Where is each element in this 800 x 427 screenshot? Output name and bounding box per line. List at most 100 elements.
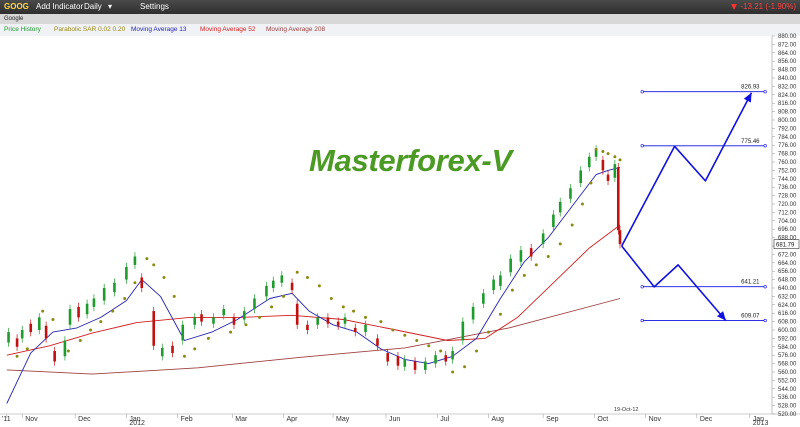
- price-change-value: -13.21 (-1.90%): [740, 2, 796, 11]
- y-tick-label: 576.00: [778, 353, 797, 359]
- sar-dot: [475, 349, 479, 353]
- parabolic-sar-series: [15, 147, 622, 374]
- price-bar: [200, 314, 203, 322]
- sar-dot: [145, 257, 149, 261]
- price-bar: [102, 288, 106, 301]
- y-tick-label: 864.00: [778, 51, 797, 57]
- x-tick-label: 2012: [129, 420, 145, 427]
- y-tick-label: 568.00: [778, 362, 797, 368]
- y-tick-label: 720.00: [778, 202, 797, 208]
- sar-dot: [427, 344, 431, 348]
- ma-208-line: [6, 298, 621, 375]
- last-price-label: 681.79: [776, 242, 795, 248]
- y-tick-label: 744.00: [778, 177, 797, 183]
- level-label: 775.46: [741, 139, 760, 145]
- level-handle: [640, 90, 644, 94]
- y-tick-label: 528.00: [778, 404, 797, 410]
- price-bar: [336, 321, 340, 326]
- y-tick-label: 656.00: [778, 269, 797, 275]
- price-bar: [29, 323, 33, 333]
- x-tick-label: Oct: [597, 416, 608, 423]
- price-bar: [20, 330, 24, 339]
- price-bar: [413, 361, 417, 370]
- price-change: -13.21 (-1.90%): [731, 0, 796, 14]
- price-bar: [558, 201, 562, 213]
- sar-dot: [439, 349, 443, 353]
- x-tick-label: 2013: [753, 420, 769, 427]
- price-bar: [171, 345, 174, 354]
- y-tick-label: 696.00: [778, 227, 797, 233]
- chevron-down-icon[interactable]: ▾: [108, 2, 113, 11]
- sar-dot: [379, 320, 383, 324]
- sar-dot: [133, 281, 137, 285]
- sar-dot: [352, 309, 356, 313]
- arrowhead: [743, 92, 752, 103]
- price-bar: [85, 303, 89, 315]
- interval-select[interactable]: Daily: [84, 2, 102, 11]
- sar-dot: [270, 305, 274, 309]
- price-bar: [181, 324, 185, 341]
- sar-dot: [317, 284, 321, 288]
- sar-dot: [41, 309, 45, 313]
- sar-dot: [89, 328, 93, 332]
- price-bar: [242, 311, 246, 320]
- price-bar: [482, 293, 485, 304]
- price-bars: [7, 145, 622, 375]
- sar-dot: [206, 336, 210, 340]
- price-bar: [618, 230, 622, 245]
- x-tick-label: Apr: [287, 416, 299, 423]
- level-handle: [763, 90, 767, 94]
- y-tick-label: 520.00: [778, 412, 797, 418]
- price-bar: [44, 325, 48, 339]
- level-handle: [640, 318, 644, 323]
- y-tick-label: 776.00: [778, 143, 797, 149]
- symbol-label[interactable]: GOOG: [4, 2, 29, 11]
- sar-dot: [580, 202, 584, 206]
- ma-52-line: [6, 224, 621, 356]
- sar-dot: [66, 349, 70, 353]
- y-tick-label: 688.00: [778, 236, 797, 242]
- last-price-box: [773, 239, 800, 249]
- price-bar: [451, 351, 454, 360]
- sar-dot: [451, 370, 455, 374]
- sar-dot: [618, 158, 622, 162]
- price-bar: [316, 317, 319, 325]
- level-handle: [640, 285, 644, 289]
- y-tick-label: 544.00: [778, 387, 797, 393]
- sar-dot: [123, 297, 127, 300]
- y-tick-label: 792.00: [778, 126, 797, 132]
- price-bar: [396, 356, 400, 366]
- price-bar: [326, 317, 330, 324]
- settings-button[interactable]: Settings: [140, 2, 169, 11]
- price-bar: [444, 355, 448, 362]
- price-bar: [386, 353, 390, 362]
- sar-dot: [229, 330, 233, 334]
- sar-dot: [305, 276, 309, 279]
- sar-dot: [570, 223, 574, 227]
- price-bar: [552, 214, 555, 228]
- y-tick-label: 872.00: [778, 42, 797, 48]
- legend-ma-52[interactable]: Moving Average 52: [200, 26, 256, 33]
- sar-dot: [364, 315, 368, 319]
- sar-dot: [25, 347, 29, 351]
- price-bar: [579, 170, 583, 183]
- legend-price-history[interactable]: Price History: [4, 26, 41, 33]
- sar-dot: [498, 312, 502, 316]
- price-bar: [364, 324, 367, 333]
- y-tick-label: 824.00: [778, 93, 797, 99]
- legend-parabolic-sar[interactable]: Parabolic SAR 0.02 0.20: [54, 26, 126, 33]
- y-axis: 520.00 528.00 536.00 544.00 552.00 560.00 568.…: [772, 34, 797, 418]
- price-bar: [160, 347, 164, 357]
- add-indicator-button[interactable]: Add Indicator: [36, 2, 84, 11]
- y-tick-label: 600.00: [778, 328, 797, 334]
- ma-208-series: [6, 298, 621, 375]
- price-bar: [271, 280, 275, 288]
- legend-ma-208[interactable]: Moving Average 208: [266, 26, 326, 33]
- y-tick-label: 616.00: [778, 311, 797, 317]
- sar-dot: [415, 339, 419, 342]
- price-bar: [353, 327, 357, 333]
- price-bar: [519, 250, 523, 262]
- legend-ma-13[interactable]: Moving Average 13: [131, 26, 187, 33]
